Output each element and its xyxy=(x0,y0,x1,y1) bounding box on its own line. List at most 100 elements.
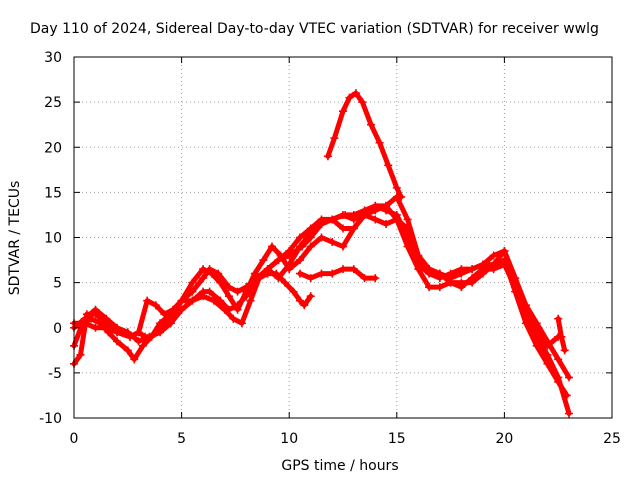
y-axis-label: SDTVAR / TECUs xyxy=(7,181,23,296)
x-axis-label: GPS time / hours xyxy=(281,458,398,474)
track-4-point-7 xyxy=(143,296,152,305)
y-axis-tick-labels: -10 -5 0 5 10 15 20 25 30 xyxy=(39,50,62,427)
track-3-point-14 xyxy=(220,305,229,314)
track-4-point-18 xyxy=(242,287,251,296)
y-tick-label-6: 20 xyxy=(44,140,62,156)
track-5-point-6 xyxy=(295,296,304,305)
grid xyxy=(74,57,612,418)
track-6-point-4 xyxy=(339,265,347,274)
track-5-point-8 xyxy=(306,292,315,301)
track-4-point-34 xyxy=(403,224,412,233)
data-series xyxy=(70,89,573,418)
track-3-point-6 xyxy=(134,337,143,346)
track-2-point-40 xyxy=(468,265,477,274)
series-track-7 xyxy=(323,89,406,201)
track-2-point-48 xyxy=(554,373,563,382)
track-2-point-7 xyxy=(130,355,139,364)
track-4-point-4 xyxy=(113,328,122,337)
track-3-point-30 xyxy=(382,201,391,210)
track-7-point-8 xyxy=(384,161,393,170)
track-2-point-18 xyxy=(233,287,242,296)
track-3-point-24 xyxy=(317,219,326,228)
track-4-point-23 xyxy=(285,265,294,274)
track-4-point-29 xyxy=(349,224,358,233)
track-7-point-0 xyxy=(323,152,332,161)
track-4-point-35 xyxy=(414,256,423,265)
track-8-point-2 xyxy=(560,346,569,355)
track-2-point-24 xyxy=(295,233,304,242)
track-8-point-0 xyxy=(554,314,563,323)
series-track-6 xyxy=(295,265,380,283)
track-2-point-6 xyxy=(123,346,132,355)
track-6-point-1 xyxy=(306,274,315,283)
track-5-point-2 xyxy=(263,269,272,278)
track-4-point-31 xyxy=(371,215,380,224)
track-3-point-8 xyxy=(156,328,165,337)
track-4-point-2 xyxy=(91,323,100,332)
track-4-point-33 xyxy=(392,215,401,224)
x-tick-label-5: 25 xyxy=(603,431,621,447)
track-3-point-32 xyxy=(403,242,412,251)
track-7-point-5 xyxy=(358,98,367,107)
track-7-point-3 xyxy=(345,93,354,102)
x-tick-label-4: 20 xyxy=(495,431,513,447)
track-3-point-9 xyxy=(166,319,175,328)
track-3-point-47 xyxy=(564,373,573,382)
track-2-point-23 xyxy=(285,247,294,256)
track-4-point-10 xyxy=(168,305,177,314)
track-3-point-22 xyxy=(295,242,304,251)
track-2-point-42 xyxy=(489,251,498,260)
track-4-point-32 xyxy=(382,219,391,228)
track-4-point-1 xyxy=(80,319,89,328)
track-4-point-13 xyxy=(199,265,208,274)
track-2-point-39 xyxy=(457,269,466,278)
track-4-point-46 xyxy=(532,328,541,337)
track-4-point-30 xyxy=(360,210,369,219)
track-3-point-3 xyxy=(102,314,111,323)
track-4-point-9 xyxy=(160,310,169,319)
axis-ticks xyxy=(73,56,613,419)
track-2-point-49 xyxy=(564,409,573,418)
track-3-point-16 xyxy=(237,319,246,328)
y-tick-label-3: 5 xyxy=(53,276,62,292)
track-2-point-29 xyxy=(349,215,358,224)
track-7-point-7 xyxy=(375,138,384,147)
track-4-point-8 xyxy=(151,301,160,310)
track-7-point-2 xyxy=(339,107,347,116)
track-6-point-7 xyxy=(371,274,380,283)
track-4-point-26 xyxy=(317,233,326,242)
y-tick-label-7: 25 xyxy=(44,95,62,111)
track-4-point-42 xyxy=(489,265,498,274)
track-3-point-33 xyxy=(414,265,423,274)
track-4-point-20 xyxy=(259,256,268,265)
series-track-8 xyxy=(554,314,569,355)
track-4-point-11 xyxy=(177,296,186,305)
x-tick-label-3: 15 xyxy=(388,431,406,447)
track-3-point-35 xyxy=(435,283,444,292)
track-7-point-6 xyxy=(366,120,375,129)
track-4-point-5 xyxy=(125,332,134,341)
y-tick-label-1: -5 xyxy=(48,366,62,382)
track-6-point-6 xyxy=(360,274,369,283)
track-5-point-3 xyxy=(272,269,281,278)
x-axis-tick-labels: 0 5 10 15 20 25 xyxy=(70,431,621,447)
track-5-point-5 xyxy=(289,287,298,296)
y-tick-label-5: 15 xyxy=(44,185,62,201)
track-2-point-5 xyxy=(113,337,122,346)
track-3-point-29 xyxy=(371,201,380,210)
track-5-point-7 xyxy=(300,301,309,310)
track-5-point-0 xyxy=(248,278,257,287)
y-tick-label-8: 30 xyxy=(44,50,62,66)
track-3-point-12 xyxy=(199,292,208,301)
x-tick-label-2: 10 xyxy=(280,431,298,447)
track-3-point-17 xyxy=(246,296,255,305)
track-3-point-2 xyxy=(91,305,100,314)
track-4-point-40 xyxy=(468,274,477,283)
track-1-point-1 xyxy=(76,350,85,359)
track-4-point-25 xyxy=(306,242,315,251)
track-4-point-27 xyxy=(328,238,337,247)
track-5-point-1 xyxy=(255,274,264,283)
track-3-point-34 xyxy=(425,283,434,292)
track-4-point-16 xyxy=(224,292,233,301)
